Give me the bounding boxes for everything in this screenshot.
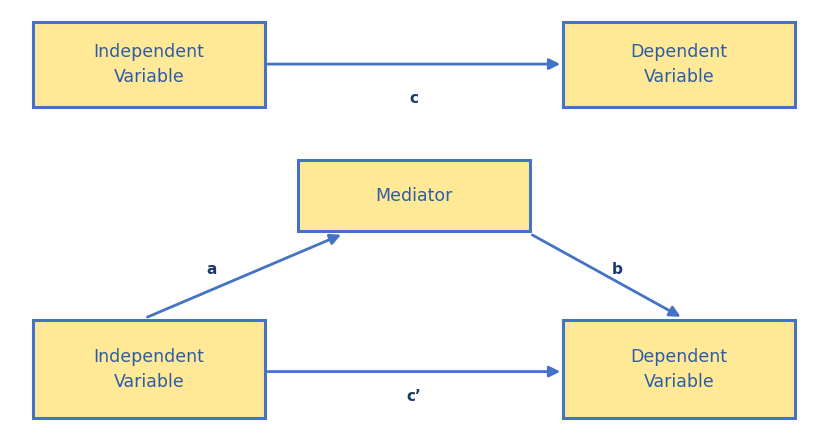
FancyBboxPatch shape (562, 22, 794, 107)
Text: Dependent
Variable: Dependent Variable (629, 348, 727, 391)
Text: Dependent
Variable: Dependent Variable (629, 43, 727, 86)
Text: b: b (610, 262, 622, 277)
Text: Mediator: Mediator (375, 187, 452, 205)
FancyBboxPatch shape (33, 22, 265, 107)
Text: Independent
Variable: Independent Variable (93, 43, 204, 86)
Text: Independent
Variable: Independent Variable (93, 348, 204, 391)
Text: a: a (206, 262, 216, 277)
Text: c: c (409, 91, 418, 106)
FancyBboxPatch shape (33, 320, 265, 418)
FancyBboxPatch shape (298, 160, 529, 231)
FancyBboxPatch shape (562, 320, 794, 418)
Text: c’: c’ (406, 389, 421, 405)
